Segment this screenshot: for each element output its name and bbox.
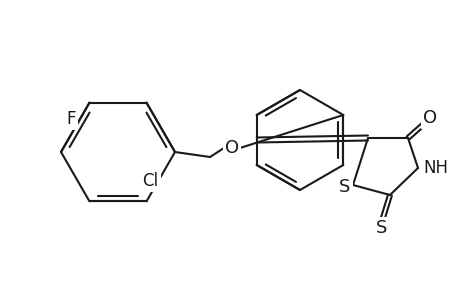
Text: S: S <box>339 178 350 196</box>
Text: O: O <box>224 139 239 157</box>
Text: NH: NH <box>423 159 448 177</box>
Text: O: O <box>422 109 436 127</box>
Text: Cl: Cl <box>142 172 158 190</box>
Text: S: S <box>375 219 387 237</box>
Text: F: F <box>67 110 76 128</box>
